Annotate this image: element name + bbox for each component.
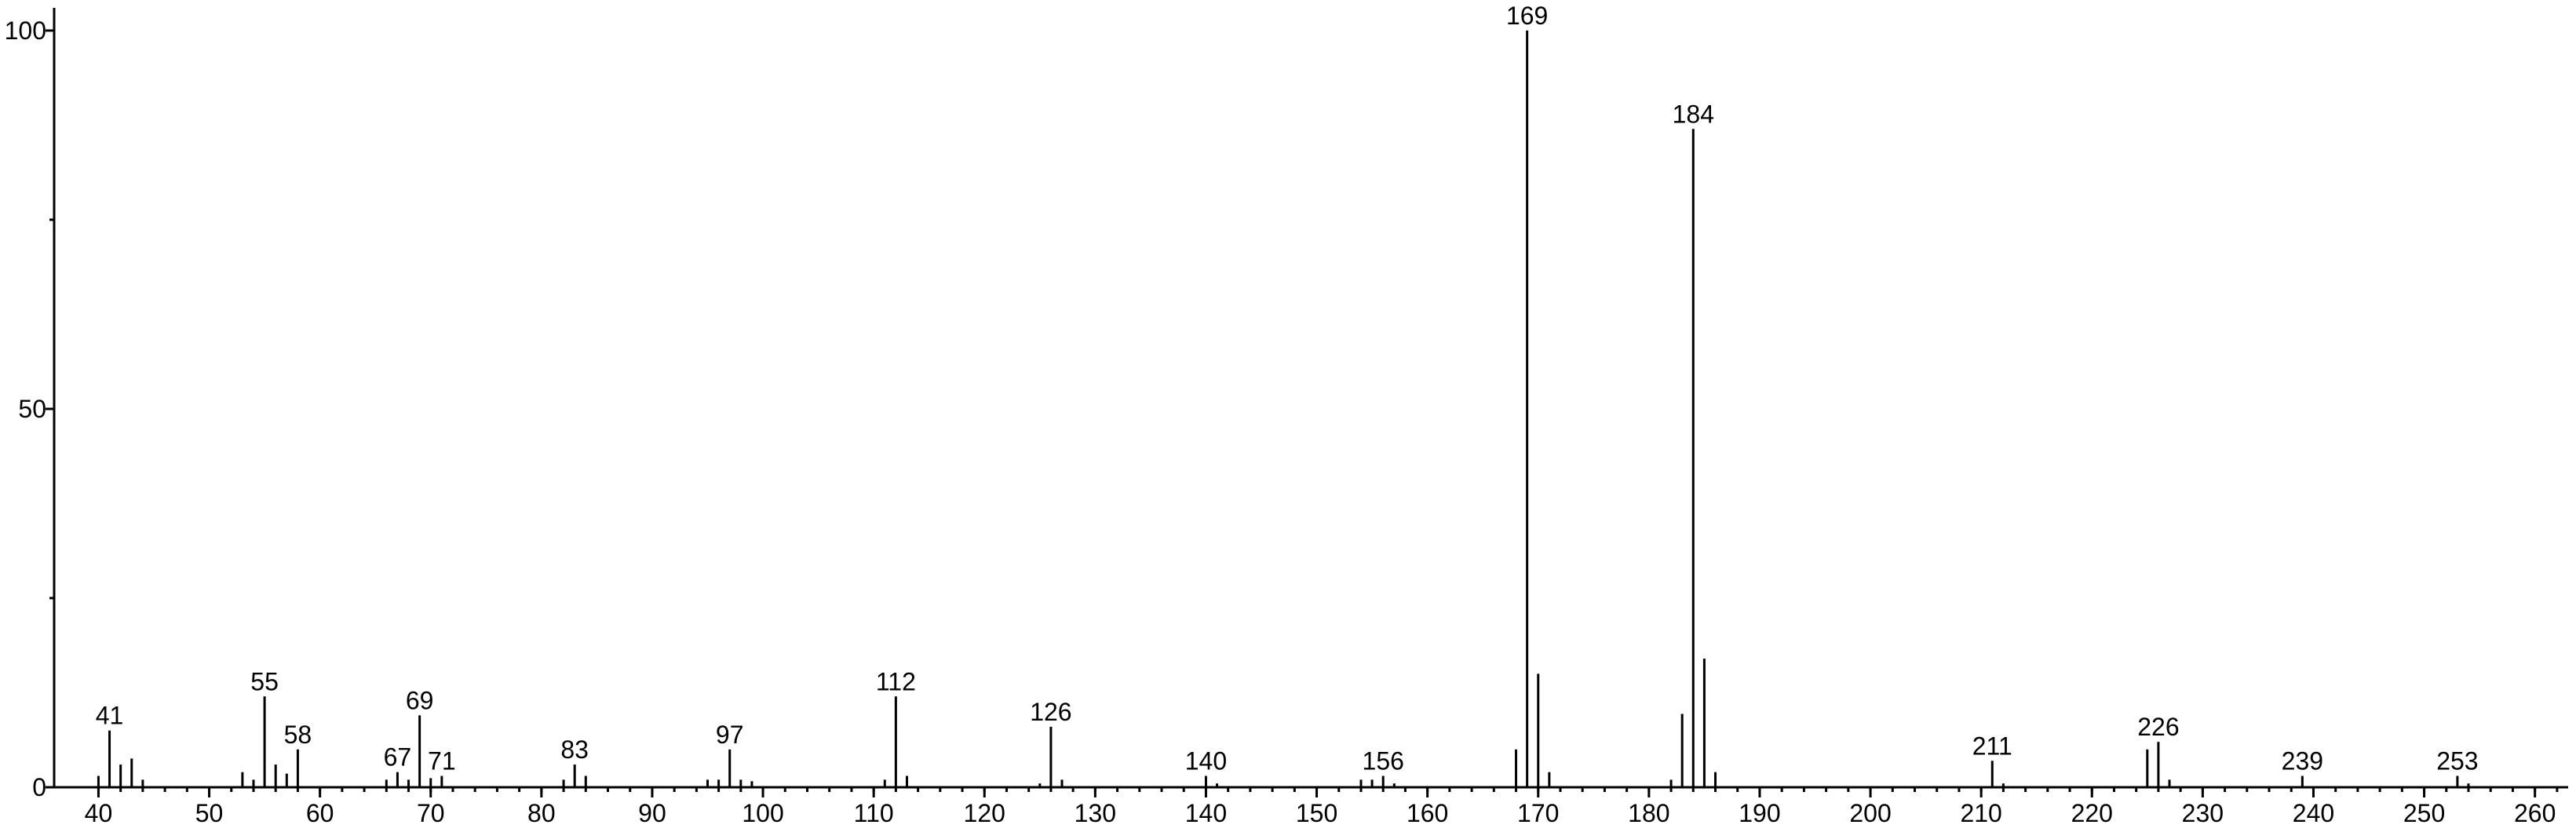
peak-label: 71 <box>428 747 456 775</box>
x-tick-label: 240 <box>2293 799 2334 827</box>
peak-label: 67 <box>384 743 412 772</box>
x-tick-label: 200 <box>1849 799 1891 827</box>
peak-label: 112 <box>876 667 916 695</box>
y-tick-label: 100 <box>5 16 46 45</box>
peak-label: 226 <box>2137 713 2179 741</box>
peak-label: 41 <box>96 702 124 730</box>
peak-label: 140 <box>1185 747 1227 775</box>
x-tick-label: 100 <box>742 799 783 827</box>
x-tick-label: 210 <box>1960 799 2001 827</box>
x-tick-label: 120 <box>964 799 1005 827</box>
x-tick-label: 260 <box>2514 799 2556 827</box>
x-tick-label: 150 <box>1296 799 1337 827</box>
x-tick-label: 190 <box>1739 799 1780 827</box>
peak-label: 69 <box>406 686 434 714</box>
peak-label: 126 <box>1030 698 1071 726</box>
peak-label: 55 <box>250 667 279 695</box>
x-tick-label: 40 <box>85 799 113 827</box>
peak-label: 97 <box>716 721 744 749</box>
x-tick-label: 80 <box>527 799 556 827</box>
peak-label: 211 <box>1972 732 2012 760</box>
peak-label: 253 <box>2436 747 2478 775</box>
peak-label: 58 <box>284 721 312 749</box>
x-tick-label: 110 <box>854 799 894 827</box>
peak-label: 156 <box>1363 747 1404 775</box>
x-tick-label: 160 <box>1407 799 1448 827</box>
peak-label: 184 <box>1673 100 1714 128</box>
x-tick-label: 130 <box>1075 799 1116 827</box>
x-tick-label: 230 <box>2182 799 2224 827</box>
peak-label: 239 <box>2282 747 2323 775</box>
x-tick-label: 140 <box>1185 799 1227 827</box>
x-tick-label: 220 <box>2071 799 2113 827</box>
peak-label: 83 <box>560 735 589 764</box>
x-tick-label: 170 <box>1517 799 1559 827</box>
x-tick-label: 180 <box>1628 799 1669 827</box>
x-tick-label: 90 <box>638 799 666 827</box>
peak-label: 169 <box>1506 2 1548 30</box>
x-tick-label: 250 <box>2403 799 2445 827</box>
x-tick-label: 70 <box>417 799 445 827</box>
x-tick-label: 60 <box>306 799 334 827</box>
x-tick-label: 50 <box>195 799 224 827</box>
y-tick-label: 0 <box>32 773 46 801</box>
y-tick-label: 50 <box>18 395 46 423</box>
